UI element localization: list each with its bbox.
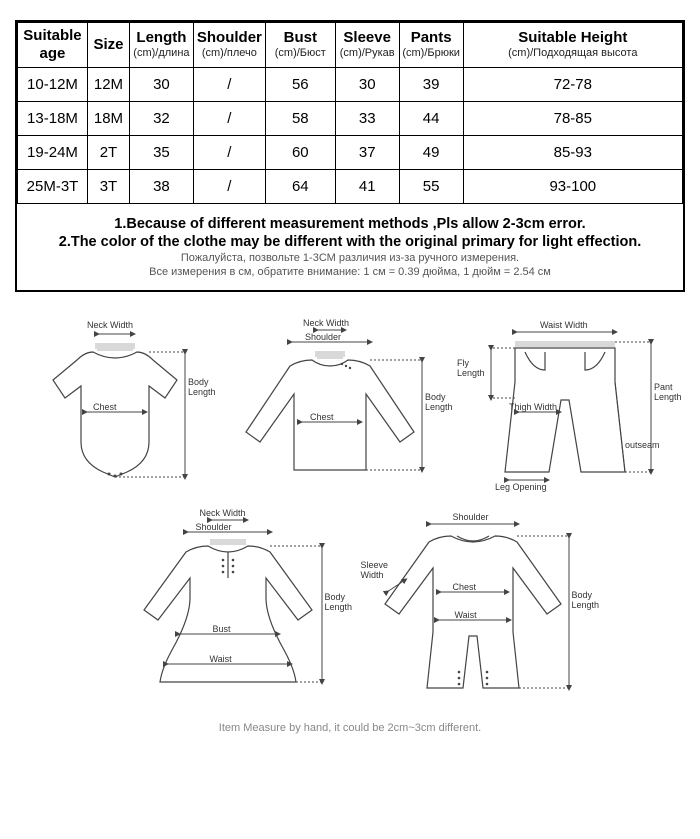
- lbl-leg-opening: Leg Opening: [495, 482, 547, 492]
- table-row: 19-24M2T35/60374985-93: [18, 136, 683, 170]
- table-row: 25M-3T3T38/64415593-100: [18, 170, 683, 204]
- lbl-body-length-4: Body Length: [572, 590, 600, 610]
- lbl-sleeve-width: Sleeve Width: [361, 560, 389, 580]
- note-ru-1: Пожалуйста, позвольте 1-3СМ различия из-…: [29, 252, 671, 264]
- lbl-waist-width: Waist Width: [540, 320, 588, 330]
- hdr-height: Suitable Height: [466, 29, 680, 47]
- footer-note: Item Measure by hand, it could be 2cm~3c…: [15, 722, 685, 734]
- lbl-bust: Bust: [213, 624, 231, 634]
- hdr-length: Length: [132, 29, 191, 47]
- hdr-size: Size: [90, 36, 127, 54]
- notes-block: 1.Because of different measurement metho…: [17, 204, 683, 290]
- lbl-waist: Waist: [210, 654, 232, 664]
- lbl-body-length-2: Body Length: [425, 392, 453, 412]
- table-row: 10-12M12M30/56303972-78: [18, 68, 683, 102]
- lbl-neck-width: Neck Width: [87, 320, 133, 330]
- lbl-chest-2: Chest: [310, 412, 334, 422]
- table-header-row: Suitable age Size Length(cm)/длина Shoul…: [18, 23, 683, 68]
- lbl-neck-width-3: Neck Width: [200, 508, 246, 518]
- lbl-chest-3: Chest: [453, 582, 477, 592]
- lbl-thigh-width: Thigh Width: [509, 402, 557, 412]
- note-ru-2: Все измерения в см, обратите внимание: 1…: [29, 266, 671, 278]
- lbl-chest: Chest: [93, 402, 117, 412]
- diagram-romper: Shoulder Sleeve Width Chest Waist Body L…: [363, 512, 583, 702]
- lbl-pant-length: Pant Length: [654, 382, 682, 402]
- table-body: 10-12M12M30/56303972-78 13-18M18M32/5833…: [18, 68, 683, 204]
- diagram-pants: Waist Width Fly Length Thigh Width Leg O…: [455, 322, 675, 492]
- hdr-age: Suitable age: [20, 27, 85, 63]
- size-chart-container: Suitable age Size Length(cm)/длина Shoul…: [15, 20, 685, 292]
- lbl-shoulder: Shoulder: [305, 332, 341, 342]
- diagram-bodysuit: Neck Width Chest Body Length: [25, 322, 205, 492]
- diagrams-container: Neck Width Chest Body Length Shoulder Ne…: [15, 322, 685, 734]
- diagram-dress: Shoulder Neck Width Bust Waist Body Leng…: [118, 512, 338, 702]
- lbl-shoulder-3: Shoulder: [453, 512, 489, 522]
- hdr-sleeve: Sleeve: [338, 29, 397, 47]
- lbl-neck-width-2: Neck Width: [303, 318, 349, 328]
- lbl-body-length-3: Body Length: [325, 592, 353, 612]
- hdr-pants: Pants: [402, 29, 461, 47]
- table-row: 13-18M18M32/58334478-85: [18, 102, 683, 136]
- lbl-shoulder-2: Shoulder: [196, 522, 232, 532]
- hdr-bust: Bust: [268, 29, 333, 47]
- size-table: Suitable age Size Length(cm)/длина Shoul…: [17, 22, 683, 204]
- diagram-sweater: Shoulder Neck Width Chest Body Length: [230, 322, 430, 492]
- note-en-1: 1.Because of different measurement metho…: [29, 216, 671, 232]
- lbl-body-length: Body Length: [188, 377, 216, 397]
- note-en-2: 2.The color of the clothe may be differe…: [29, 234, 671, 250]
- hdr-shoulder: Shoulder: [196, 29, 263, 47]
- lbl-waist-2: Waist: [455, 610, 477, 620]
- lbl-fly-length: Fly Length: [457, 358, 485, 378]
- lbl-outseam: outseam: [625, 440, 660, 450]
